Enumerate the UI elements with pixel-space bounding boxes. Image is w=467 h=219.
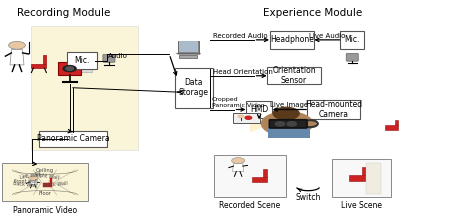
- Text: Mic.: Mic.: [345, 35, 360, 44]
- Text: Mic.: Mic.: [75, 56, 90, 65]
- FancyBboxPatch shape: [269, 120, 307, 128]
- Text: Switch: Switch: [295, 193, 321, 202]
- Polygon shape: [385, 125, 398, 130]
- Circle shape: [232, 158, 245, 164]
- FancyBboxPatch shape: [269, 31, 314, 49]
- Circle shape: [305, 121, 316, 126]
- Polygon shape: [250, 117, 271, 132]
- Text: Panoramic Camera: Panoramic Camera: [36, 134, 109, 143]
- Text: Headphone: Headphone: [270, 35, 314, 44]
- FancyBboxPatch shape: [346, 53, 358, 61]
- FancyBboxPatch shape: [31, 26, 138, 150]
- FancyBboxPatch shape: [2, 163, 88, 201]
- FancyBboxPatch shape: [214, 155, 286, 197]
- Text: Audio: Audio: [108, 53, 128, 59]
- Polygon shape: [269, 127, 311, 138]
- Text: HMD: HMD: [250, 105, 268, 114]
- Text: Data
Storage: Data Storage: [179, 78, 209, 97]
- Text: Recording Module: Recording Module: [17, 8, 110, 18]
- Circle shape: [28, 176, 38, 180]
- Text: Live Audio: Live Audio: [309, 33, 345, 39]
- Circle shape: [66, 67, 73, 70]
- FancyBboxPatch shape: [175, 68, 212, 108]
- Circle shape: [63, 65, 76, 72]
- Circle shape: [276, 122, 285, 126]
- Text: Orientation
Sensor: Orientation Sensor: [272, 66, 316, 85]
- Polygon shape: [42, 183, 52, 187]
- Polygon shape: [233, 164, 244, 171]
- Polygon shape: [348, 175, 365, 181]
- Text: Cropped
Panoramic Video: Cropped Panoramic Video: [212, 97, 265, 108]
- Circle shape: [287, 122, 297, 126]
- Text: Live Image: Live Image: [270, 102, 309, 108]
- FancyBboxPatch shape: [39, 131, 106, 147]
- Text: Head Orientation: Head Orientation: [212, 69, 272, 75]
- FancyBboxPatch shape: [307, 100, 361, 119]
- Polygon shape: [263, 169, 267, 177]
- Polygon shape: [31, 64, 46, 68]
- Circle shape: [245, 116, 252, 119]
- FancyBboxPatch shape: [246, 101, 272, 118]
- Text: Panoramic Video: Panoramic Video: [13, 206, 77, 215]
- Polygon shape: [178, 41, 198, 53]
- FancyBboxPatch shape: [267, 67, 321, 85]
- Polygon shape: [42, 55, 46, 64]
- Polygon shape: [252, 177, 267, 182]
- Polygon shape: [29, 180, 37, 185]
- Circle shape: [273, 107, 299, 120]
- Text: Back Wall: Back Wall: [13, 181, 37, 188]
- Polygon shape: [361, 167, 365, 175]
- Text: Recorded Audio: Recorded Audio: [212, 33, 267, 39]
- FancyBboxPatch shape: [58, 62, 81, 75]
- Polygon shape: [175, 53, 201, 55]
- FancyBboxPatch shape: [233, 113, 260, 123]
- FancyBboxPatch shape: [179, 55, 197, 58]
- Text: Live Scene: Live Scene: [341, 201, 382, 210]
- Circle shape: [8, 41, 25, 49]
- Text: Floor: Floor: [38, 191, 51, 196]
- Text: Recorded Scene: Recorded Scene: [219, 201, 280, 210]
- Polygon shape: [395, 120, 398, 125]
- Polygon shape: [50, 178, 52, 183]
- Text: Right Wall: Right Wall: [34, 172, 59, 180]
- Text: Experience Module: Experience Module: [263, 8, 362, 18]
- Text: Front wall: Front wall: [14, 179, 38, 184]
- Text: Left Wall: Left Wall: [19, 172, 41, 180]
- Circle shape: [262, 112, 312, 136]
- Circle shape: [238, 115, 244, 118]
- Text: Ceiling: Ceiling: [36, 168, 54, 173]
- FancyBboxPatch shape: [103, 55, 115, 62]
- Text: Back Wall: Back Wall: [43, 181, 67, 188]
- FancyBboxPatch shape: [340, 31, 364, 49]
- Polygon shape: [10, 50, 24, 65]
- FancyBboxPatch shape: [79, 63, 92, 72]
- FancyBboxPatch shape: [366, 163, 381, 194]
- Polygon shape: [177, 41, 198, 53]
- FancyBboxPatch shape: [333, 159, 390, 197]
- FancyBboxPatch shape: [67, 52, 97, 69]
- Text: Head-mounted
Camera: Head-mounted Camera: [305, 100, 362, 119]
